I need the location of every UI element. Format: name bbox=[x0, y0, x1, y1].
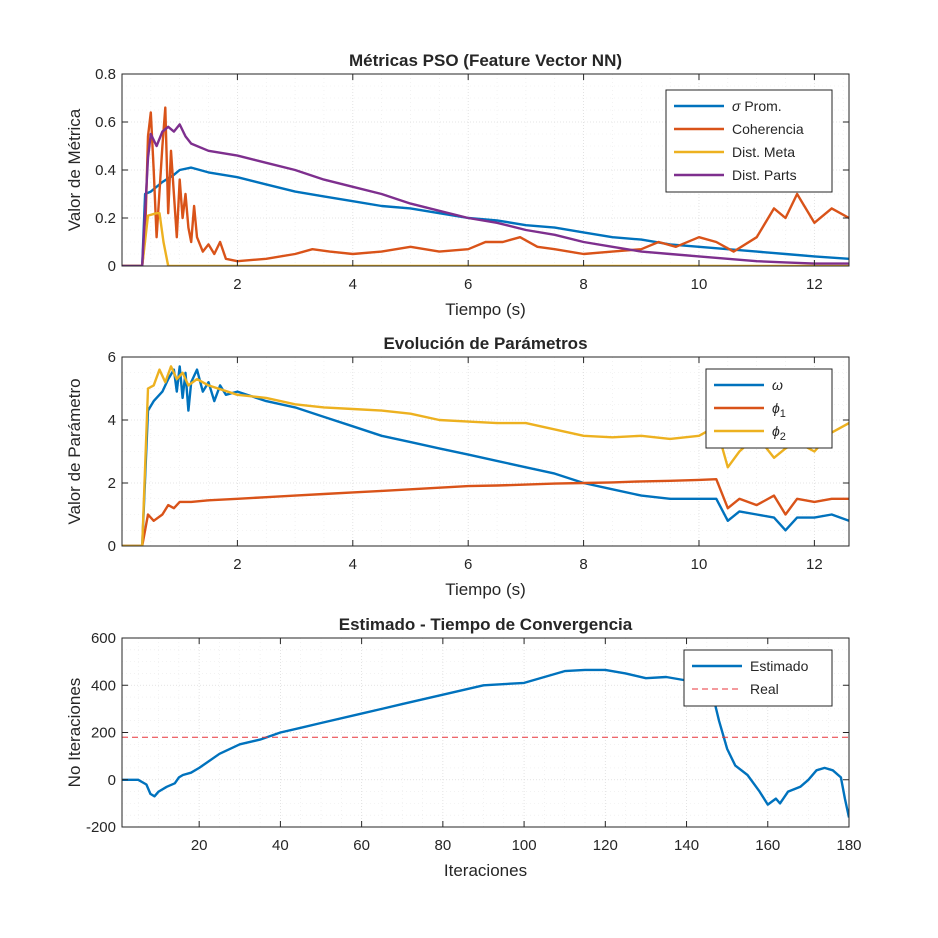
x-tick-label: 8 bbox=[579, 556, 587, 573]
x-tick-label: 180 bbox=[836, 837, 861, 854]
y-tick-label: 2 bbox=[108, 475, 116, 492]
ticks-convergencia: 20 40 60 80 100 120 140 160 180 -200 0 200 400 600 bbox=[86, 630, 862, 854]
y-tick-label: 0.4 bbox=[95, 162, 116, 179]
x-tick-label: 4 bbox=[349, 556, 357, 573]
y-tick-label: 0.6 bbox=[95, 114, 116, 131]
y-tick-label: 400 bbox=[91, 677, 116, 694]
series-line-estimado bbox=[122, 668, 849, 818]
x-tick-label: 12 bbox=[806, 276, 823, 293]
y-tick-label: 0.8 bbox=[95, 66, 116, 83]
y-tick-label: 600 bbox=[91, 630, 116, 647]
legend-entry-phi2: ϕ2 bbox=[772, 423, 786, 443]
legend-entry-real: Real bbox=[750, 681, 779, 697]
x-tick-label: 140 bbox=[674, 837, 699, 854]
x-tick-label: 6 bbox=[464, 276, 472, 293]
panel-convergencia: 20 40 60 80 100 120 140 160 180 -200 0 200 400 600 Es… bbox=[65, 615, 862, 880]
panel-metricas: 2 4 6 8 10 12 0 0.2 0.4 0.6 0.8 Métricas PSO (Feat… bbox=[65, 51, 850, 319]
x-tick-label: 120 bbox=[593, 837, 618, 854]
chart-title-parametros: Evolución de Parámetros bbox=[383, 334, 587, 353]
legend-entry-estimado: Estimado bbox=[750, 658, 809, 674]
y-tick-label: -200 bbox=[86, 819, 116, 836]
legend-box bbox=[683, 649, 833, 707]
legend-entry-dist-meta: Dist. Meta bbox=[732, 144, 795, 160]
y-tick-label: 4 bbox=[108, 412, 116, 429]
ticks-metricas: 2 4 6 8 10 12 0 0.2 0.4 0.6 0.8 bbox=[95, 66, 849, 293]
x-tick-label: 80 bbox=[435, 837, 452, 854]
y-tick-label: 0 bbox=[108, 258, 116, 275]
x-tick-label: 8 bbox=[579, 276, 587, 293]
series-line-phi1 bbox=[122, 478, 849, 546]
x-tick-label: 10 bbox=[691, 276, 708, 293]
x-axis-label-parametros: Tiempo (s) bbox=[445, 580, 526, 599]
x-tick-label: 40 bbox=[272, 837, 289, 854]
x-tick-label: 100 bbox=[512, 837, 537, 854]
x-tick-label: 2 bbox=[233, 556, 241, 573]
y-tick-label: 0.2 bbox=[95, 210, 116, 227]
y-axis-label-convergencia: No Iteraciones bbox=[65, 678, 84, 788]
legend-convergencia: Estimado Real bbox=[683, 649, 833, 707]
panel-parametros: 2 4 6 8 10 12 0 2 4 6 Evolución de Parámetros Tie… bbox=[65, 334, 850, 599]
series-line-dist-parts bbox=[122, 123, 849, 266]
x-tick-label: 20 bbox=[191, 837, 208, 854]
x-axis-label-metricas: Tiempo (s) bbox=[445, 300, 526, 319]
y-tick-label: 200 bbox=[91, 725, 116, 742]
x-tick-label: 12 bbox=[806, 556, 823, 573]
x-tick-label: 160 bbox=[755, 837, 780, 854]
legend-entry-omega: ω bbox=[772, 377, 783, 393]
legend-entry-phi1: ϕ1 bbox=[772, 400, 786, 420]
y-tick-label: 0 bbox=[108, 772, 116, 789]
x-axis-label-convergencia: Iteraciones bbox=[444, 861, 527, 880]
x-tick-label: 4 bbox=[349, 276, 357, 293]
x-tick-label: 6 bbox=[464, 556, 472, 573]
legend-metricas: σ Prom. Coherencia Dist. Meta Dist. Parts bbox=[665, 89, 833, 193]
legend-entry-sigma-prom: σ Prom. bbox=[732, 98, 782, 114]
chart-title-convergencia: Estimado - Tiempo de Convergencia bbox=[339, 615, 633, 634]
legend-entry-coherencia: Coherencia bbox=[732, 121, 804, 137]
legend-parametros: ω ϕ1 ϕ2 bbox=[705, 368, 833, 449]
y-axis-label-parametros: Valor de Parámetro bbox=[65, 378, 84, 524]
series-line-sigma-prom bbox=[122, 166, 849, 266]
series-convergencia bbox=[122, 668, 849, 818]
y-tick-label: 6 bbox=[108, 349, 116, 366]
ticks-parametros: 2 4 6 8 10 12 0 2 4 6 bbox=[108, 349, 849, 573]
x-tick-label: 10 bbox=[691, 556, 708, 573]
series-line-coherencia bbox=[122, 106, 849, 266]
chart-title-metricas: Métricas PSO (Feature Vector NN) bbox=[349, 51, 622, 70]
axes-box-parametros bbox=[121, 356, 850, 547]
series-metricas bbox=[122, 106, 849, 266]
x-tick-label: 2 bbox=[233, 276, 241, 293]
y-axis-label-metricas: Valor de Métrica bbox=[65, 108, 84, 231]
x-tick-label: 60 bbox=[353, 837, 370, 854]
y-tick-label: 0 bbox=[108, 538, 116, 555]
legend-entry-dist-parts: Dist. Parts bbox=[732, 167, 797, 183]
